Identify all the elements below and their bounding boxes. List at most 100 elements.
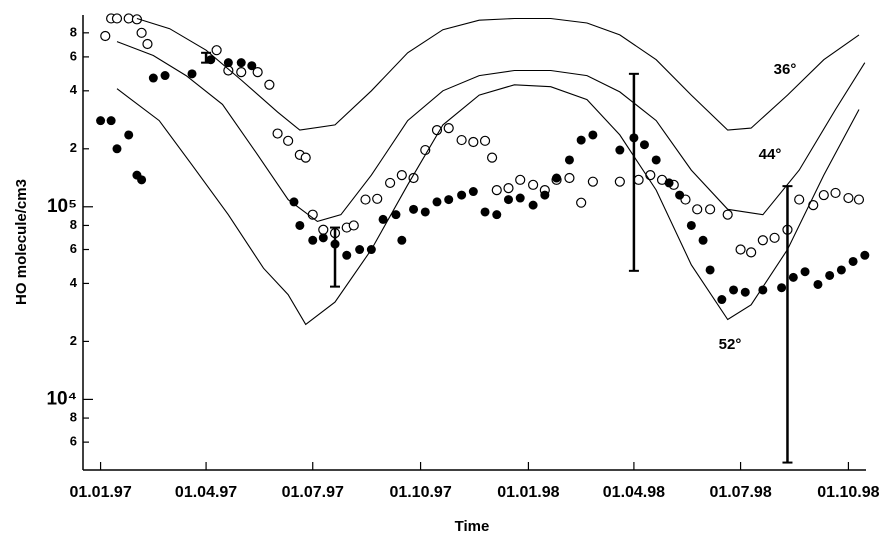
filled-point [515,193,525,203]
open-point [136,27,147,38]
open-point [211,45,222,56]
open-point [318,224,329,235]
open-point [111,13,123,24]
filled-point [675,190,685,200]
open-point [746,247,757,258]
open-point [757,235,768,246]
filled-point [564,155,574,165]
x-tick-label: 01.07.97 [282,484,344,501]
filled-point [860,250,870,260]
y-tick-label: 6 [70,241,77,256]
model-curve [136,17,860,131]
filled-point [112,144,122,154]
filled-point [717,295,727,305]
open-point [830,187,841,199]
filled-point [187,69,197,79]
filled-point [651,155,661,165]
x-tick-label: 01.01.97 [69,484,131,501]
open-point [468,136,479,148]
filled-point [686,220,696,230]
filled-point [355,245,365,255]
y-tick-label: 6 [70,48,77,63]
open-point [100,30,111,42]
filled-point [552,173,562,183]
open-point [564,172,575,184]
filled-point [615,145,625,155]
open-point [283,135,294,146]
filled-point [576,135,586,145]
filled-point [729,285,739,295]
filled-point [480,207,490,217]
filled-point [800,267,810,277]
y-tick-label: 4 [70,275,78,290]
open-point [264,79,275,90]
filled-point [740,287,750,297]
filled-point [444,195,454,205]
open-point [614,176,625,187]
filled-point [295,220,305,230]
y-tick-label: 10⁵ [47,196,77,217]
curve-label: 44° [759,146,782,163]
curve-label: 36° [774,61,797,78]
filled-point [289,197,299,207]
open-point [633,174,644,185]
filled-point [137,175,147,185]
filled-point [540,190,550,200]
filled-point [148,73,158,83]
open-point [236,67,247,78]
open-point [692,204,703,215]
filled-point [342,250,352,260]
filled-point [492,210,502,220]
open-point [794,194,805,205]
y-tick-label: 2 [70,140,77,155]
open-point [735,244,746,255]
filled-point [236,58,246,68]
filled-point [705,265,715,275]
filled-point [391,210,401,220]
open-point [818,189,829,201]
filled-point [836,265,846,275]
open-point [486,152,498,163]
y-tick-label: 6 [70,434,77,449]
open-point [252,67,263,78]
open-point [528,179,539,190]
open-point [515,174,526,185]
filled-point [223,58,233,68]
open-point [408,172,419,184]
x-axis-label: Time [455,518,490,535]
y-tick-label: 8 [70,217,77,232]
y-tick-label: 10⁴ [46,388,77,409]
curve-label: 52° [719,336,742,353]
x-tick-label: 01.04.98 [603,484,665,501]
y-tick-label: 2 [70,333,77,348]
x-tick-label: 01.01.98 [497,484,559,501]
open-point [396,170,407,181]
filled-point [813,279,823,289]
open-point [456,134,467,146]
filled-point [420,207,430,217]
filled-point [378,214,388,224]
open-point [843,192,854,204]
y-tick-label: 4 [70,82,78,97]
filled-point [247,61,257,71]
open-point [853,194,865,205]
open-point [385,177,396,189]
filled-point [409,204,419,214]
open-point [348,220,359,231]
open-point [645,170,656,181]
open-point [722,209,733,220]
filled-point [758,285,768,295]
open-point [705,204,716,215]
filled-point [106,116,116,126]
open-point [142,38,153,50]
open-point [360,194,371,205]
filled-point [848,256,858,266]
y-tick-label: 8 [70,24,77,39]
model-curve [116,84,860,326]
open-point [123,13,134,24]
open-point [300,152,311,163]
filled-point [777,283,787,293]
open-point [491,185,502,196]
filled-point [788,272,798,282]
